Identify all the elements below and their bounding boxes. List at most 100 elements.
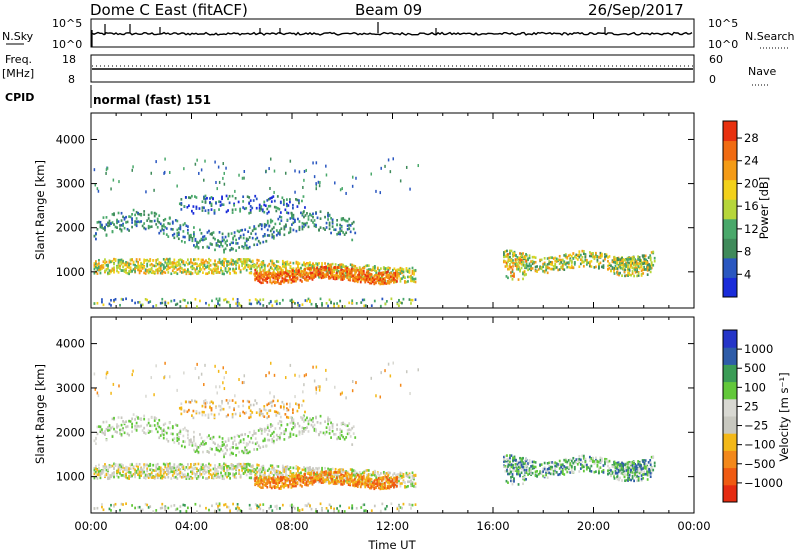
- power-cell: [113, 257, 115, 261]
- power-cell: [351, 238, 354, 242]
- velocity-cell: [138, 476, 141, 480]
- power-cell: [652, 263, 655, 267]
- velocity-cell: [306, 471, 308, 475]
- velocity-cell: [341, 480, 344, 484]
- power-cell: [189, 271, 192, 274]
- velocity-cell: [105, 468, 108, 472]
- power-cell: [584, 258, 587, 262]
- power-cell: [242, 195, 245, 199]
- velocity-cell: [167, 464, 170, 468]
- power-cell: [263, 200, 266, 204]
- power-cell: [191, 264, 194, 268]
- velocity-cell: [165, 462, 168, 466]
- velocity-cell: [331, 467, 334, 471]
- power-cell: [174, 303, 177, 307]
- power-cell: [310, 302, 313, 306]
- power-cell: [339, 232, 342, 236]
- power-cell: [510, 258, 513, 262]
- power-cell: [273, 280, 276, 283]
- velocity-cell: [144, 474, 147, 477]
- velocity-cell: [116, 474, 118, 478]
- power-cell: [385, 300, 388, 303]
- power-cell: [389, 271, 392, 275]
- power-cell: [636, 268, 639, 271]
- power-cell: [616, 267, 619, 270]
- velocity-cell: [294, 474, 296, 478]
- power-cell: [132, 260, 135, 264]
- velocity-cell: [173, 476, 176, 479]
- power-cell: [598, 256, 600, 259]
- velocity-cell: [120, 416, 123, 420]
- velocity-cell: [140, 424, 143, 428]
- power-cell: [122, 215, 124, 219]
- power-cell-sparse: [334, 181, 336, 185]
- power-cell-sparse: [243, 169, 246, 173]
- power-cell: [384, 270, 387, 273]
- velocity-cell: [149, 464, 152, 467]
- power-cell: [349, 263, 352, 267]
- power-cell: [239, 209, 242, 213]
- power-cell-sparse: [176, 184, 178, 188]
- power-cell: [346, 224, 349, 228]
- power-cell: [359, 275, 362, 279]
- power-cell: [323, 273, 326, 277]
- power-cell: [319, 217, 322, 220]
- power-cell: [340, 263, 343, 266]
- power-cell: [269, 300, 272, 304]
- power-cell: [649, 256, 652, 260]
- power-cell: [643, 254, 646, 257]
- velocity-cell: [270, 477, 273, 480]
- power-cell: [362, 269, 365, 273]
- velocity-cell: [343, 474, 346, 478]
- velocity-cell: [212, 472, 215, 476]
- power-cell: [534, 256, 537, 259]
- velocity-cell: [167, 439, 170, 443]
- power-cell: [245, 237, 248, 241]
- power-cell: [519, 259, 522, 263]
- power-cell: [232, 269, 235, 272]
- power-cell: [143, 213, 146, 216]
- velocity-cell: [212, 441, 215, 444]
- velocity-cell: [120, 467, 123, 471]
- power-cell: [171, 220, 174, 224]
- velocity-cell: [319, 475, 321, 479]
- power-cell: [141, 303, 144, 307]
- power-cell: [313, 274, 315, 278]
- power-cell: [99, 220, 102, 224]
- power-cell: [196, 240, 198, 244]
- velocity-cell: [122, 464, 124, 468]
- power-cell: [340, 268, 343, 272]
- power-cell: [289, 217, 292, 220]
- velocity-cell: [200, 465, 203, 469]
- power-cell: [647, 266, 650, 269]
- velocity-cell: [108, 465, 111, 469]
- power-cell: [224, 235, 227, 239]
- power-cell: [275, 302, 278, 306]
- velocity-cell: [202, 443, 204, 446]
- velocity-cell: [212, 477, 215, 480]
- power-cell: [313, 272, 316, 276]
- velocity-cell: [135, 469, 138, 473]
- power-cell-sparse: [269, 157, 272, 161]
- power-cell: [235, 267, 238, 270]
- velocity-cell: [313, 479, 315, 483]
- power-cell: [522, 261, 524, 264]
- velocity-cell: [149, 430, 152, 433]
- power-cell-sparse: [399, 179, 402, 183]
- velocity-cell: [101, 472, 103, 475]
- velocity-cell: [144, 477, 147, 480]
- velocity-cell: [348, 475, 351, 479]
- velocity-cell: [150, 416, 153, 419]
- power-cell: [122, 265, 124, 269]
- power-cell: [382, 266, 385, 269]
- velocity-cell: [107, 429, 109, 432]
- power-cell: [312, 212, 314, 216]
- power-cell: [218, 261, 221, 265]
- velocity-cell: [340, 476, 343, 480]
- power-cell: [301, 263, 304, 267]
- velocity-cell: [361, 482, 364, 486]
- power-cell: [138, 220, 141, 224]
- power-cell: [156, 219, 159, 223]
- power-cell: [214, 259, 216, 263]
- velocity-cell: [333, 473, 336, 476]
